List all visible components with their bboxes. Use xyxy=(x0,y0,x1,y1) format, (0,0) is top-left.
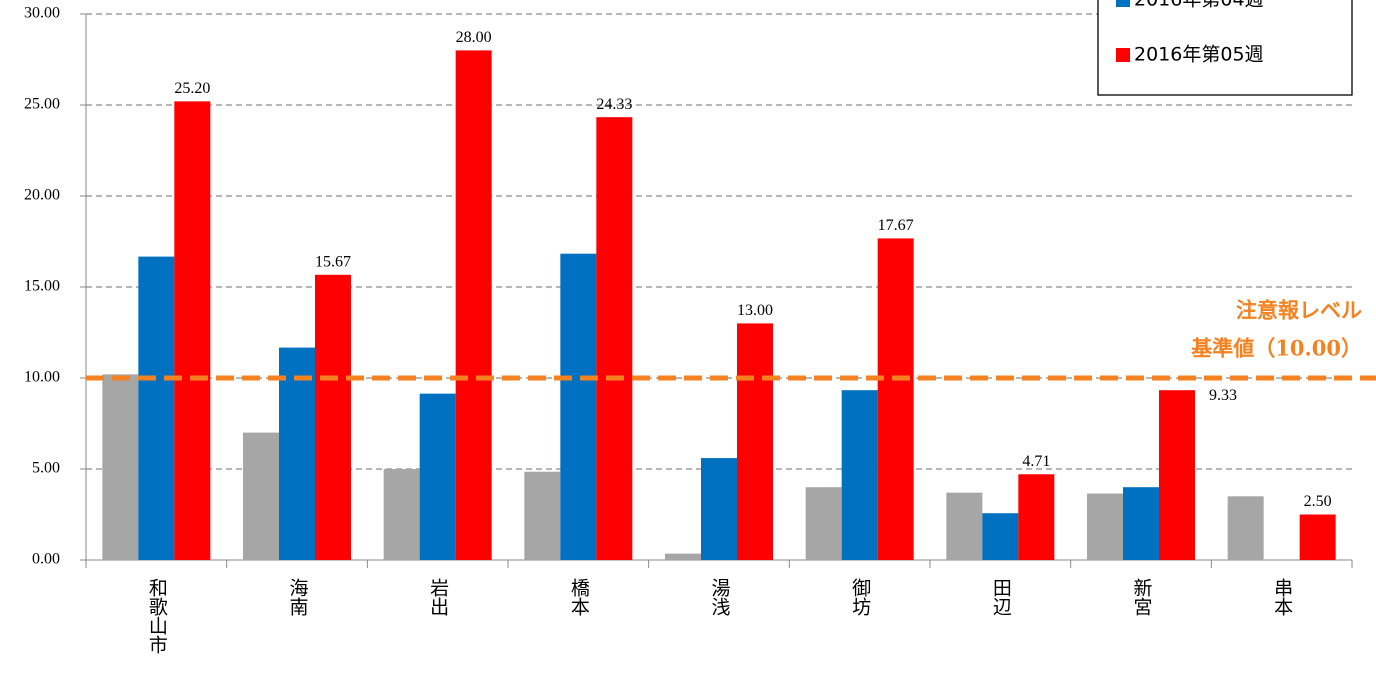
y-tick-label: 10.00 xyxy=(24,369,60,386)
legend-swatch xyxy=(1116,48,1130,62)
y-tick-label: 5.00 xyxy=(32,460,60,477)
data-label: 2.50 xyxy=(1304,493,1332,510)
bar xyxy=(383,469,420,560)
bar xyxy=(665,553,701,560)
legend-swatch xyxy=(1116,0,1130,7)
bar xyxy=(1018,474,1055,560)
bar xyxy=(1159,390,1195,560)
y-tick-label: 0.00 xyxy=(32,551,60,568)
legend-label: 2016年第05週 xyxy=(1134,44,1264,66)
bar xyxy=(419,393,456,560)
x-tick-label: 橋本 xyxy=(568,578,590,616)
data-label: 24.33 xyxy=(596,96,632,113)
bar xyxy=(877,238,914,560)
bar xyxy=(1087,493,1123,560)
bar xyxy=(982,513,1019,560)
data-label: 17.67 xyxy=(878,217,914,234)
x-tick-label: 串本 xyxy=(1271,578,1293,616)
reference-label: 基準値（10.00） xyxy=(1191,336,1362,361)
data-label: 28.00 xyxy=(456,29,492,46)
data-label: 15.67 xyxy=(315,253,351,270)
x-tick-label: 田辺 xyxy=(990,578,1012,616)
x-tick-label: 御坊 xyxy=(849,578,871,616)
bar xyxy=(805,487,842,560)
bar xyxy=(243,432,279,560)
x-tick-label: 湯浅 xyxy=(709,578,731,616)
bar xyxy=(701,458,737,560)
bar xyxy=(174,101,211,561)
x-tick-label: 新宮 xyxy=(1131,578,1153,616)
x-tick-label: 岩出 xyxy=(427,578,449,616)
y-tick-label: 30.00 xyxy=(24,5,60,22)
y-tick-label: 15.00 xyxy=(24,278,60,295)
bar xyxy=(946,492,983,560)
bar xyxy=(737,323,773,560)
y-tick-label: 25.00 xyxy=(24,96,60,113)
data-label: 25.20 xyxy=(174,80,210,97)
x-tick-label: 海南 xyxy=(287,578,309,616)
bar xyxy=(524,471,561,560)
bar xyxy=(560,253,597,560)
bar xyxy=(841,390,878,560)
data-label: 4.71 xyxy=(1022,453,1050,470)
legend-box xyxy=(1097,0,1353,96)
bar xyxy=(1299,514,1336,560)
bar xyxy=(596,117,633,560)
y-tick-label: 20.00 xyxy=(24,187,60,204)
data-label: 13.00 xyxy=(737,302,773,319)
bar xyxy=(1227,496,1264,560)
bar xyxy=(279,347,315,560)
bar xyxy=(102,374,139,560)
bar xyxy=(315,274,351,560)
bar xyxy=(138,256,175,560)
reference-label: 注意報レベル xyxy=(1236,298,1362,323)
x-tick-label: 和歌山市 xyxy=(146,578,168,654)
bar xyxy=(1123,487,1159,560)
bar xyxy=(455,50,492,561)
legend-label: 2016年第04週 xyxy=(1134,0,1264,11)
data-label: 9.33 xyxy=(1209,387,1237,404)
